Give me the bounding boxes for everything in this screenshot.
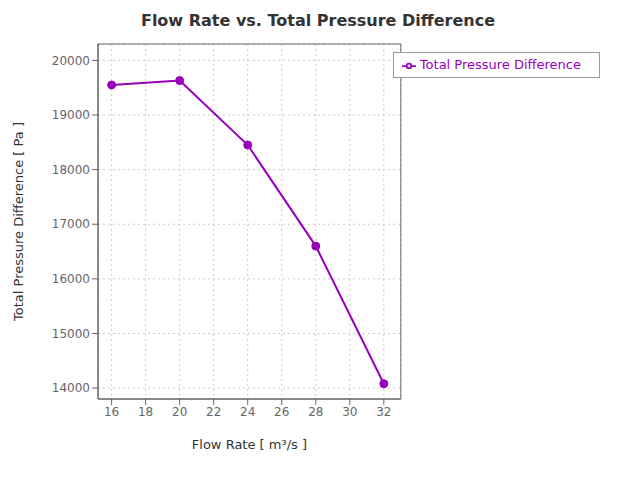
svg-text:Total Pressure Difference [ Pa: Total Pressure Difference [ Pa ] [11, 122, 26, 322]
svg-text:18: 18 [138, 405, 153, 419]
svg-text:22: 22 [206, 405, 221, 419]
svg-text:Flow Rate [ m³/s ]: Flow Rate [ m³/s ] [192, 437, 307, 452]
svg-text:32: 32 [376, 405, 391, 419]
html-text:Flow Rate vs. Total Pressure D: Flow Rate vs. Total Pressure Difference [141, 11, 495, 30]
svg-text:26: 26 [274, 405, 289, 419]
svg-text:18000: 18000 [52, 163, 90, 177]
svg-text:20000: 20000 [52, 54, 90, 68]
svg-text:16: 16 [104, 405, 119, 419]
svg-text:17000: 17000 [52, 217, 90, 231]
svg-text:30: 30 [342, 405, 357, 419]
svg-text:20: 20 [172, 405, 187, 419]
svg-text:16000: 16000 [52, 272, 90, 286]
svg-text:15000: 15000 [52, 327, 90, 341]
svg-text:24: 24 [240, 405, 255, 419]
svg-text:28: 28 [308, 405, 323, 419]
svg-text:19000: 19000 [52, 108, 90, 122]
svg-text:14000: 14000 [52, 381, 90, 395]
html-text:Total Pressure Difference: Total Pressure Difference [419, 57, 581, 72]
